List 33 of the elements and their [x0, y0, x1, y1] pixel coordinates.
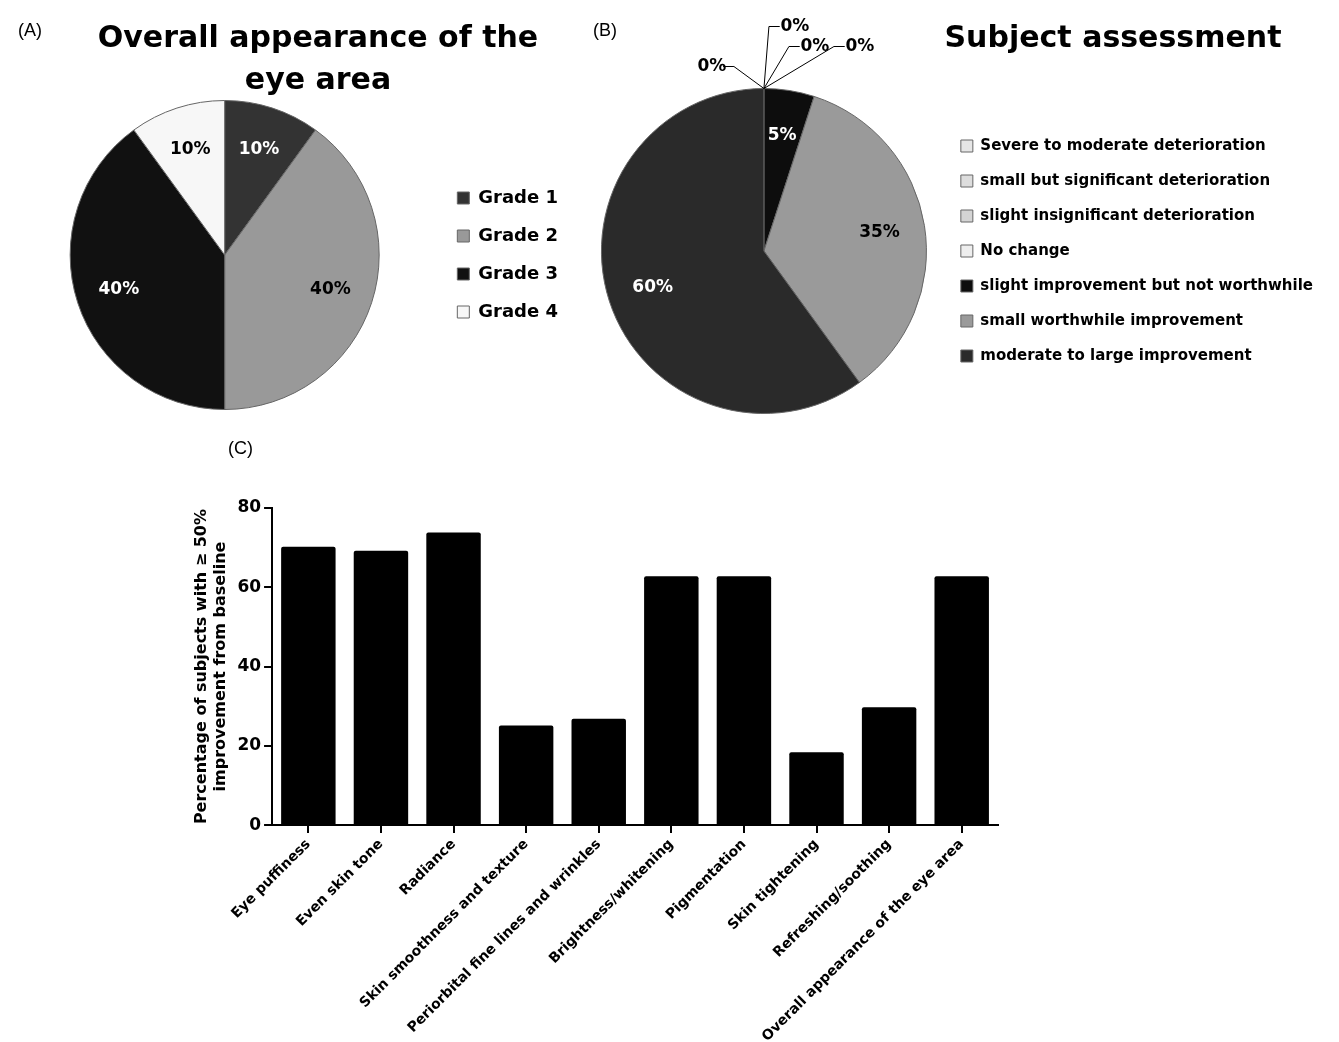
data-label: 60%	[632, 275, 674, 296]
legend-label: Grade 2	[478, 223, 559, 245]
data-label: 10%	[238, 137, 280, 158]
legend-label: Severe to moderate deterioration	[980, 135, 1266, 154]
text: 0%	[780, 14, 810, 35]
chart-title: Overall appearance of the eye area	[96, 18, 540, 98]
legend-label: small worthwhile improvement	[980, 310, 1243, 329]
data-label: 40%	[98, 277, 140, 298]
chart-title: Subject assessment	[943, 18, 1283, 56]
y-tick-label: 40	[237, 654, 262, 675]
data-label: 10%	[169, 137, 211, 158]
legend-label: moderate to large improvement	[980, 345, 1252, 364]
legend-label: slight insignificant deterioration	[980, 205, 1255, 224]
legend-label: slight improvement but not worthwhile	[980, 275, 1314, 294]
text: 0%	[697, 54, 727, 75]
text: 0%	[800, 34, 830, 55]
y-axis-title: Percentage of subjects with ≥ 50% improvement from baseline	[190, 508, 229, 825]
legend-label: Grade 4	[478, 299, 559, 321]
data-label: 5%	[767, 123, 797, 144]
text: (B)	[593, 20, 617, 41]
y-tick-label: 20	[237, 734, 262, 755]
y-tick-label: 60	[237, 575, 262, 596]
legend-label: No change	[980, 240, 1070, 259]
data-label: 35%	[859, 221, 900, 242]
y-tick-label: 80	[237, 496, 262, 517]
legend-label: small but significant deterioration	[980, 170, 1271, 189]
legend-label: Grade 3	[478, 261, 559, 283]
text: (C)	[228, 438, 253, 459]
data-label: 40%	[310, 277, 351, 298]
legend-label: Grade 1	[478, 185, 559, 207]
y-tick-label: 0	[249, 813, 262, 834]
text: 0%	[845, 34, 875, 55]
text: (A)	[18, 20, 42, 41]
